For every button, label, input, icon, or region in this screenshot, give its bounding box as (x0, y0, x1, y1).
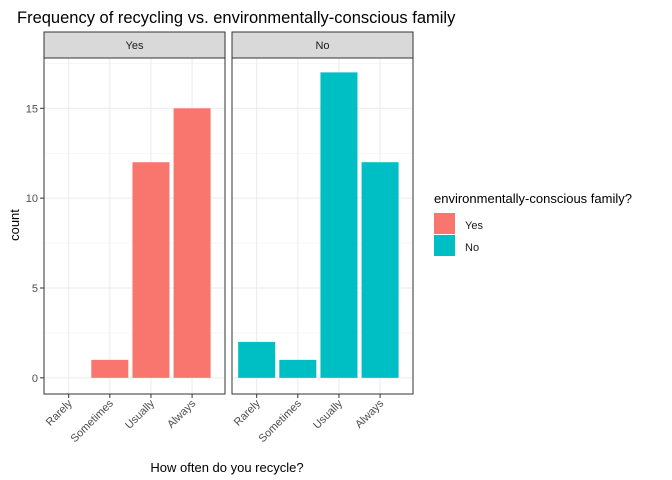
y-axis-label: count (7, 209, 22, 241)
x-tick-label: Always (353, 397, 386, 430)
bar (361, 162, 399, 378)
facet-panels: Yes No (43, 31, 414, 395)
legend-title: environmentally-conscious family? (434, 191, 632, 206)
panel-border (231, 57, 414, 395)
legend-label-yes: Yes (465, 220, 483, 232)
facet-strip-label: Yes (126, 40, 144, 52)
x-tick-label: Sometimes (257, 397, 305, 445)
x-tick-label: Usually (123, 397, 157, 431)
x-tick-label: Rarely (232, 397, 263, 428)
x-tick-label: Sometimes (69, 397, 117, 445)
x-tick-label: Rarely (44, 397, 75, 428)
bar (238, 341, 276, 378)
legend: environmentally-conscious family? Yes No (434, 191, 632, 256)
facet-strip (43, 31, 226, 59)
panel-border (43, 57, 226, 395)
facet-strip-label: No (315, 40, 329, 52)
y-tick-label: 10 (26, 193, 38, 205)
bar (132, 162, 170, 378)
bar (279, 359, 317, 378)
chart-title: Frequency of recycling vs. environmental… (17, 9, 456, 27)
legend-label-no: No (465, 242, 479, 254)
y-tick-label: 15 (26, 103, 38, 115)
legend-key-yes (434, 213, 455, 234)
x-tick-label: Usually (311, 397, 345, 431)
bar (320, 72, 358, 378)
y-tick-label: 5 (32, 283, 38, 295)
legend-key-no (434, 235, 455, 256)
y-axis: 0 5 10 15 (26, 103, 44, 385)
x-axis-label: How often do you recycle? (150, 460, 303, 475)
bar (173, 108, 211, 378)
bar (91, 359, 129, 378)
x-tick-label: Always (165, 397, 198, 430)
y-tick-label: 0 (32, 373, 38, 385)
